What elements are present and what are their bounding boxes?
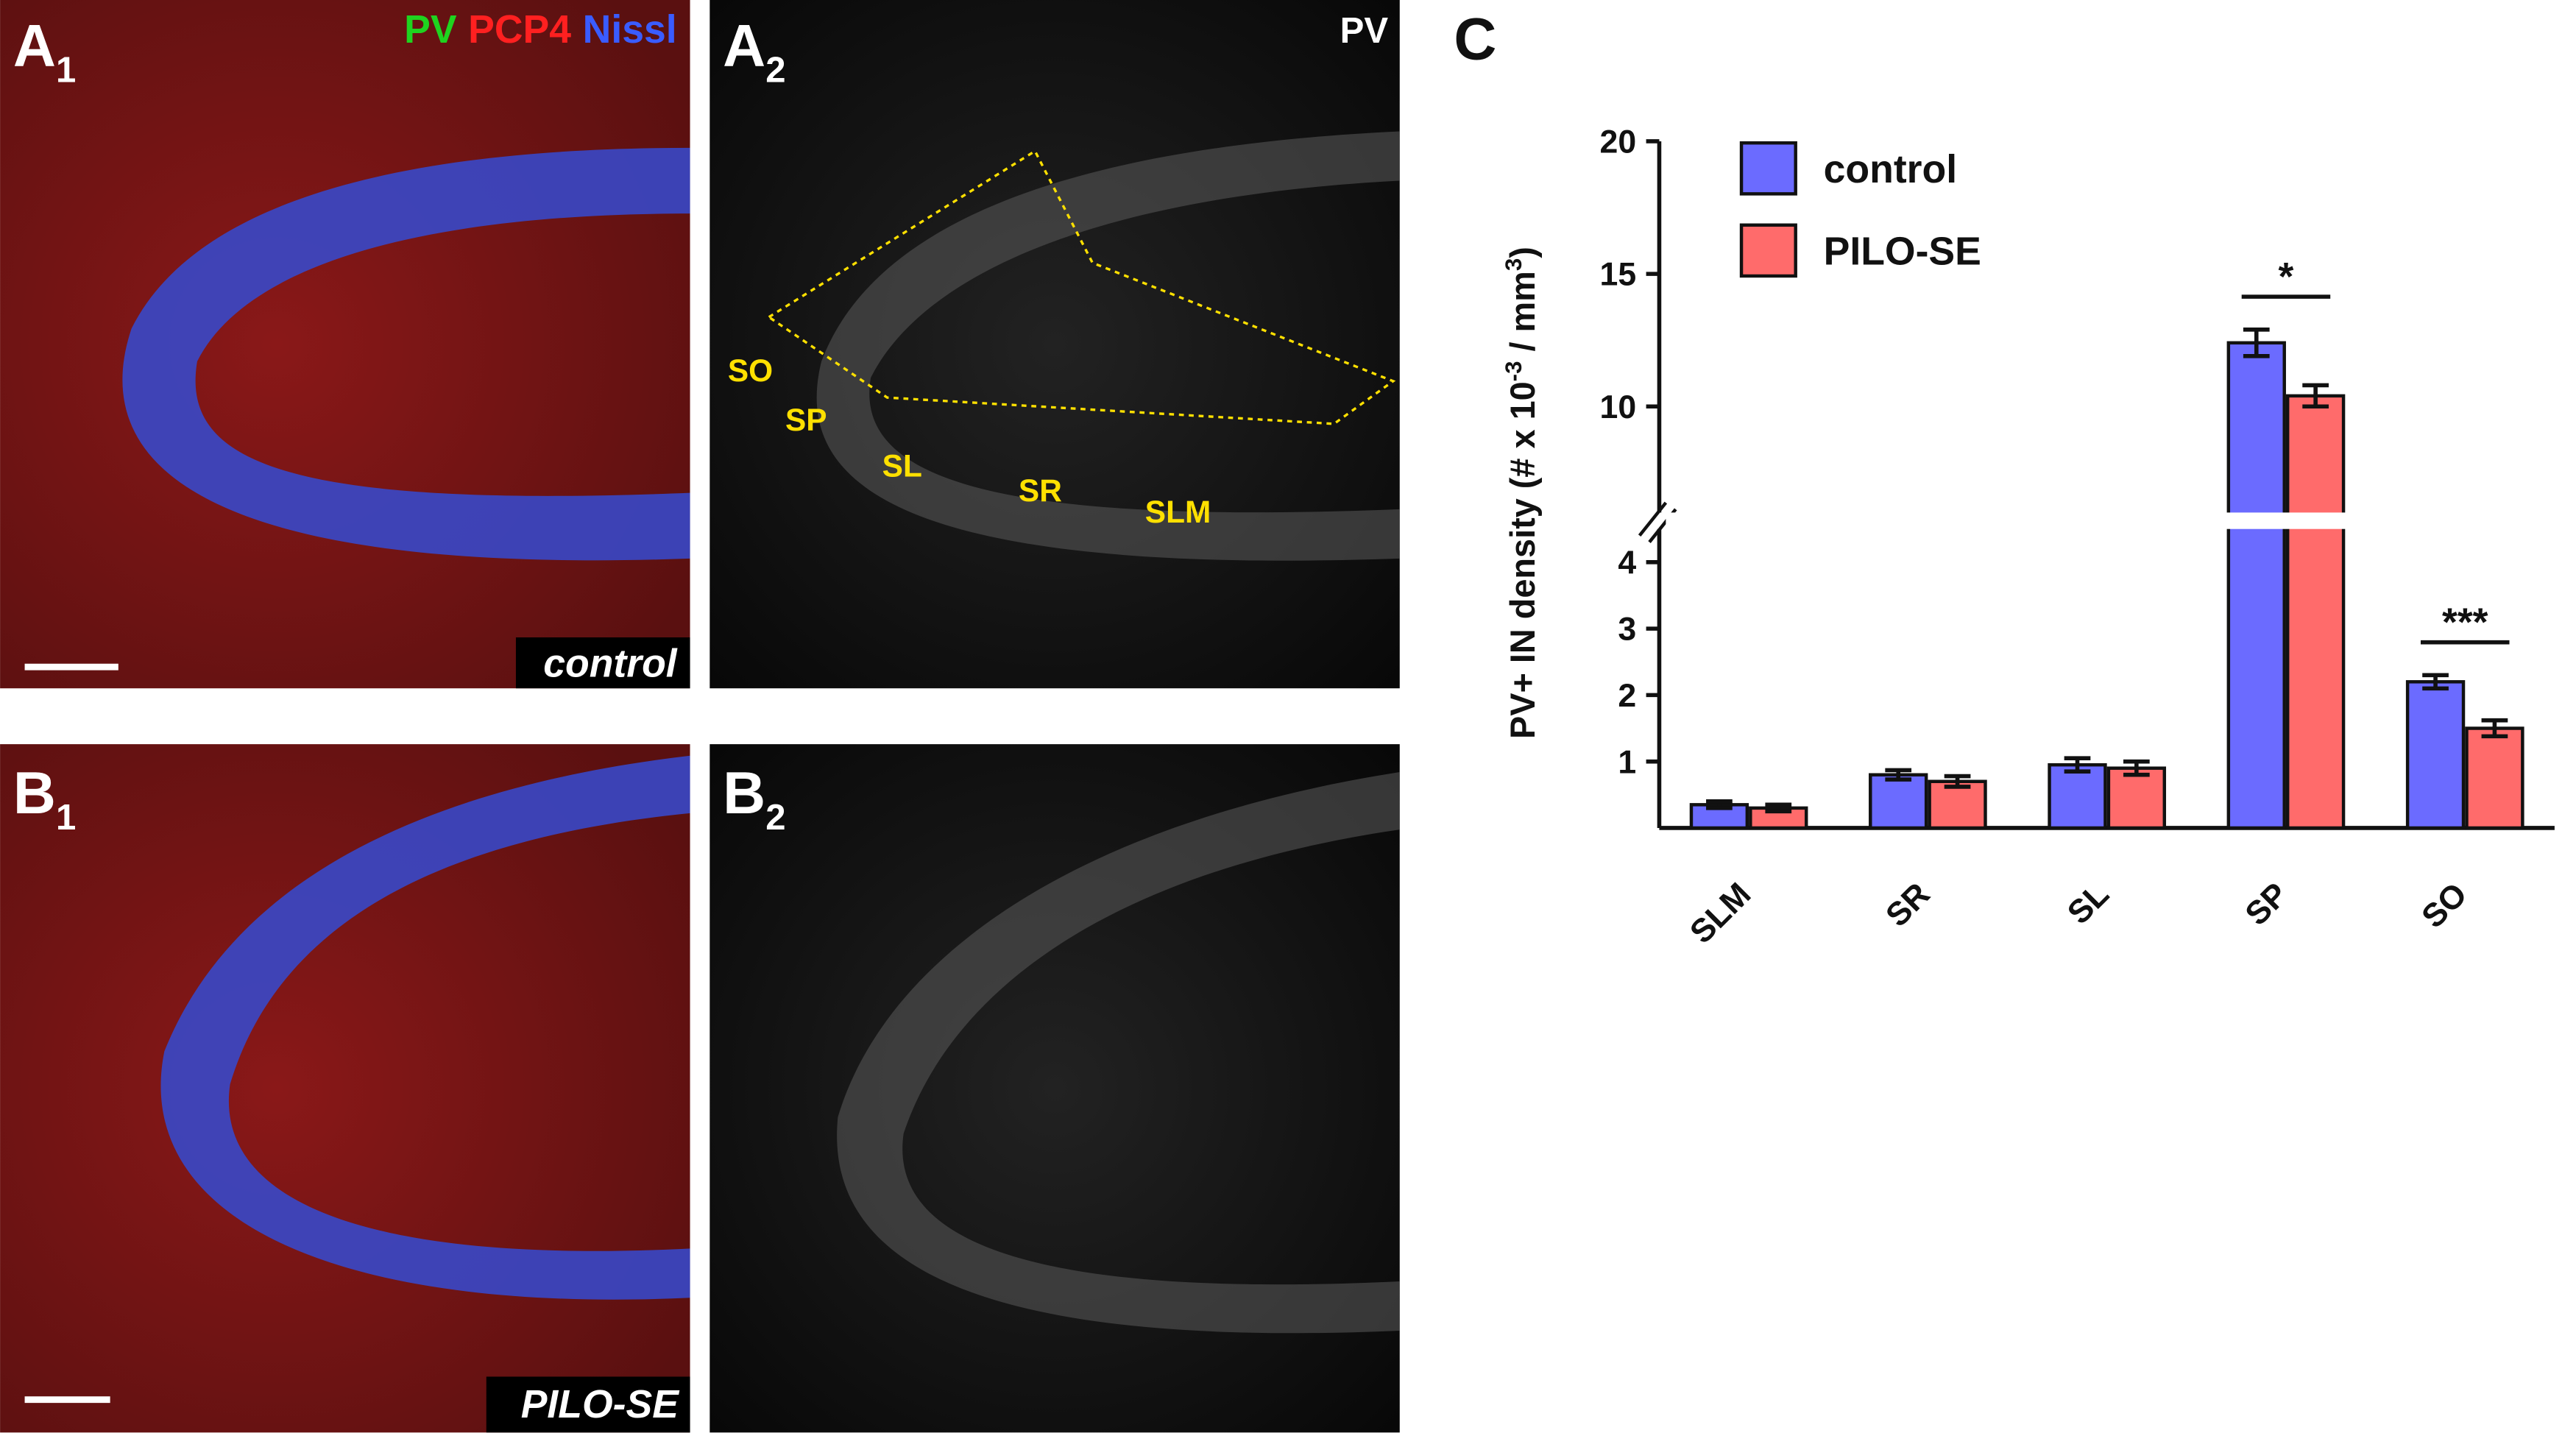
x-tick-label: SP xyxy=(2239,876,2296,933)
cell-layer xyxy=(816,131,1400,561)
bar xyxy=(2106,766,2167,830)
region-label: SO xyxy=(728,353,773,388)
y-label-part: ) xyxy=(1504,247,1542,258)
legend-swatch xyxy=(1739,223,1797,278)
panel-subscript: 2 xyxy=(765,798,785,838)
panel-subscript: 1 xyxy=(56,51,76,91)
cell-layer xyxy=(160,755,690,1300)
micrograph xyxy=(0,0,690,689)
panel-letter: A xyxy=(723,13,765,79)
panel-subscript: 2 xyxy=(765,51,785,91)
y-tick-label: 4 xyxy=(1618,545,1636,581)
y-label-part: / mm xyxy=(1504,271,1542,361)
y-tick-label: 2 xyxy=(1618,678,1636,714)
cell-layer xyxy=(837,772,1400,1334)
cell-layer xyxy=(122,147,690,561)
region-label: SP xyxy=(785,403,827,437)
panel-letter: A xyxy=(13,13,56,79)
legend-label: PILO-SE xyxy=(1824,230,1981,273)
y-tick-label: 1 xyxy=(1618,744,1636,780)
break-gap xyxy=(1666,512,2561,529)
panel-label: A1 xyxy=(13,13,76,90)
axis-break xyxy=(1638,501,1668,537)
legend-swatch xyxy=(1739,141,1797,196)
channel-label: PV xyxy=(404,8,457,52)
y-label-part: -3 xyxy=(1501,361,1526,382)
micrograph xyxy=(710,0,1400,689)
label-box xyxy=(486,1376,690,1433)
condition-label: control xyxy=(543,643,678,686)
y-tick-label: 20 xyxy=(1600,124,1637,160)
micrograph xyxy=(0,744,690,1433)
legend-label: control xyxy=(1824,148,1957,191)
x-tick-label: SL xyxy=(2061,876,2116,931)
significance-label: * xyxy=(2279,255,2294,299)
bar xyxy=(1869,773,1928,830)
panel-letter: B xyxy=(723,760,765,827)
y-tick-label: 15 xyxy=(1600,257,1637,293)
channel-label: Nissl xyxy=(583,8,677,52)
region-outline xyxy=(768,149,1396,425)
x-tick-label: SO xyxy=(2415,876,2474,935)
panel-label: C xyxy=(1454,6,1496,72)
bar xyxy=(2465,726,2524,830)
panel-letter: B xyxy=(13,760,56,827)
y-label-part: 3 xyxy=(1501,258,1526,271)
significance-label: *** xyxy=(2442,601,2488,645)
y-tick-label: 10 xyxy=(1600,389,1637,425)
panel-label: B2 xyxy=(723,760,785,838)
bar xyxy=(2226,341,2286,830)
bar xyxy=(1928,779,1987,830)
channel-label: PCP4 xyxy=(468,8,571,52)
bar xyxy=(2405,680,2466,830)
bar xyxy=(2285,394,2346,830)
panel-label: B1 xyxy=(13,760,76,838)
stain-label: PV xyxy=(1340,11,1389,51)
panel-subscript: 1 xyxy=(56,798,76,838)
x-tick-label: SLM xyxy=(1683,876,1758,950)
region-label: SLM xyxy=(1145,495,1211,529)
panel-label: A2 xyxy=(723,13,785,90)
y-label-part: PV+ IN density (# x 10 xyxy=(1504,381,1542,739)
x-tick-label: SR xyxy=(1879,876,1936,933)
label-box xyxy=(515,637,690,689)
region-label: SL xyxy=(882,448,922,483)
bar xyxy=(2048,763,2107,830)
region-label: SR xyxy=(1019,473,1062,508)
y-tick-label: 3 xyxy=(1618,612,1636,648)
condition-label: PILO-SE xyxy=(521,1383,680,1426)
y-axis-label: PV+ IN density (# x 10-3 / mm3) xyxy=(1501,247,1542,739)
